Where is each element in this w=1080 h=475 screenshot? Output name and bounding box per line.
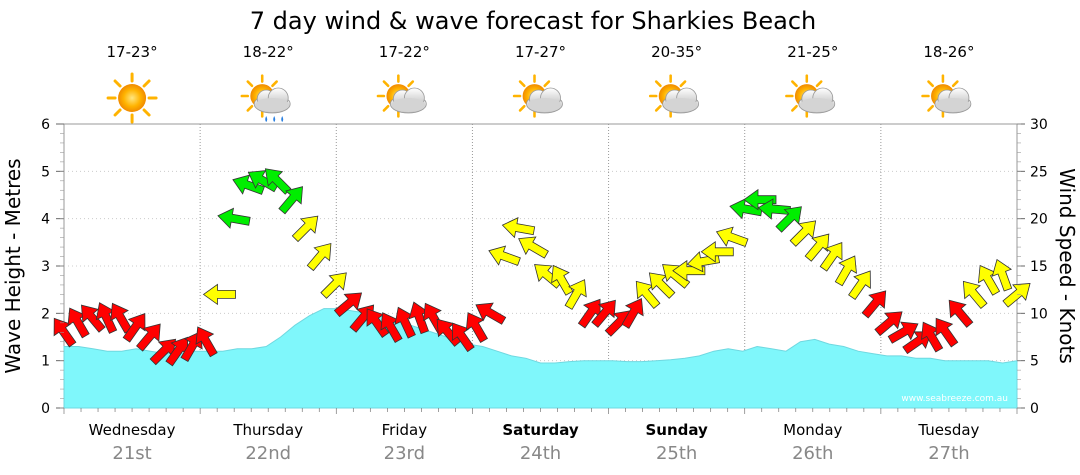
y2-tick-label: 5 <box>1030 354 1039 370</box>
wind-arrow <box>195 326 218 358</box>
sun-cloud-icon <box>512 74 563 118</box>
y-axis-title: Wave Height - Metres <box>1 158 25 373</box>
wind-arrow <box>291 215 319 243</box>
day-date-label: 26th <box>792 443 833 464</box>
wind-arrow <box>789 220 817 247</box>
sun-cloud-icon <box>376 74 427 118</box>
wind-arrow <box>333 292 363 318</box>
temperature-range: 18-26° <box>923 43 974 61</box>
sun-cloud-icon <box>648 74 700 118</box>
day-labels: Wednesday 21st Thursday 22nd Friday 23rd Satur… <box>89 421 980 464</box>
wind-arrow <box>202 283 236 306</box>
wind-arrow <box>935 317 959 348</box>
day-date-label: 21st <box>112 443 151 464</box>
wind-arrow <box>991 258 1013 292</box>
wind-arrow <box>518 236 549 259</box>
y-tick-label: 4 <box>41 212 50 228</box>
wind-arrow <box>136 323 161 352</box>
wind-arrow <box>743 188 777 211</box>
y2-axis-title: Wind Speed - Knots <box>1055 168 1079 364</box>
day-name-label: Tuesday <box>917 421 979 439</box>
y2-tick-label: 20 <box>1030 212 1048 228</box>
wind-arrow <box>534 264 563 289</box>
wind-arrow <box>232 174 265 195</box>
wind-arrow <box>861 290 887 319</box>
wind-arrow <box>819 242 843 272</box>
wind-arrow <box>948 299 974 328</box>
wind-arrow <box>306 242 332 272</box>
wind-arrow <box>887 321 919 344</box>
wind-arrow <box>672 259 706 282</box>
day-date-label: 23rd <box>384 443 425 464</box>
day-name-label: Sunday <box>645 421 708 439</box>
y2-tick-label: 25 <box>1030 164 1048 180</box>
wind-arrow <box>591 299 616 328</box>
wind-arrow <box>621 297 644 329</box>
wind-arrow <box>715 226 749 248</box>
temperature-range: 18-22° <box>243 43 294 61</box>
y-tick-label: 0 <box>41 401 50 417</box>
wind-arrow <box>962 280 988 310</box>
wind-arrow <box>834 255 857 287</box>
axes: 0 1 2 3 4 5 6 0 5 10 15 20 25 30 <box>41 117 1048 417</box>
y-tick-label: 3 <box>41 259 50 275</box>
wind-arrow <box>217 207 251 229</box>
day-date-label: 24th <box>520 443 561 464</box>
y-tick-label: 6 <box>41 117 50 133</box>
y-tick-label: 2 <box>41 306 50 322</box>
y2-tick-label: 30 <box>1030 117 1048 133</box>
wind-arrow <box>874 311 903 337</box>
day-name-label: Friday <box>382 421 428 439</box>
y-tick-label: 5 <box>41 164 50 180</box>
wind-arrow <box>551 264 574 296</box>
day-date-label: 27th <box>928 443 969 464</box>
y2-tick-label: 0 <box>1030 401 1039 417</box>
weather-row: 17-23° 18-22° 17-22° 17-27° 20-35° 21-25° 18-2… <box>106 43 974 124</box>
y2-tick-label: 10 <box>1030 306 1048 322</box>
wind-arrow <box>700 241 734 263</box>
y2-tick-label: 15 <box>1030 259 1048 275</box>
wind-arrow <box>475 302 507 325</box>
y-tick-label: 1 <box>41 354 50 370</box>
day-date-label: 22nd <box>245 443 291 464</box>
temperature-range: 21-25° <box>787 43 838 61</box>
wind-arrow <box>848 270 871 301</box>
wind-arrow <box>320 272 347 299</box>
wind-arrow <box>278 186 303 215</box>
wind-arrow <box>122 313 146 343</box>
day-name-label: Monday <box>783 421 842 439</box>
wind-arrow <box>775 206 802 233</box>
day-date-label: 25th <box>656 443 697 464</box>
wind-arrow <box>81 304 106 333</box>
wind-arrow <box>1002 283 1031 308</box>
credit-watermark: www.seabreeze.com.au <box>901 394 1008 404</box>
wind-arrow <box>247 170 279 193</box>
day-name-label: Wednesday <box>89 421 176 439</box>
temperature-range: 17-27° <box>515 43 566 61</box>
temperature-range: 17-23° <box>107 43 158 61</box>
wind-arrow <box>501 217 536 239</box>
sun-icon <box>106 72 158 124</box>
day-name-label: Saturday <box>502 421 579 439</box>
wind-arrow <box>488 245 521 266</box>
sun-cloud-rain-icon <box>240 74 291 122</box>
wind-arrows <box>53 168 1031 367</box>
sun-cloud-icon <box>785 74 836 118</box>
temperature-range: 20-35° <box>651 43 702 61</box>
wind-arrow <box>804 233 830 262</box>
chart-title: 7 day wind & wave forecast for Sharkies … <box>250 7 816 35</box>
sun-cloud-icon <box>921 74 972 118</box>
day-name-label: Thursday <box>232 421 303 439</box>
wind-arrow <box>564 279 587 310</box>
temperature-range: 17-22° <box>379 43 430 61</box>
